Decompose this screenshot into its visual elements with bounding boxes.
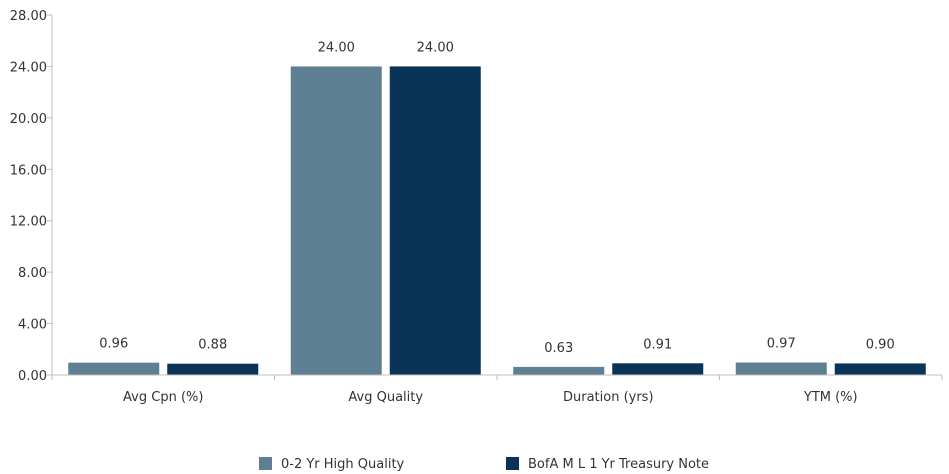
x-category-label: Duration (yrs) [563, 390, 654, 405]
data-label: 0.97 [767, 337, 796, 352]
y-tick-label: 0.00 [18, 369, 47, 384]
data-label: 24.00 [318, 40, 355, 55]
bar-fund [735, 362, 827, 375]
y-tick-label: 28.00 [10, 9, 47, 24]
data-label: 0.63 [544, 341, 573, 356]
legend-swatch [506, 457, 519, 470]
x-category-label: Avg Quality [348, 390, 423, 405]
y-tick-label: 8.00 [18, 266, 47, 281]
y-tick-label: 24.00 [10, 60, 47, 75]
x-axis: Avg Cpn (%) Avg Quality Duration (yrs) YTM … [51, 374, 943, 405]
x-category-label: Avg Cpn (%) [123, 390, 203, 405]
bar-fund [68, 362, 160, 375]
bar-fund [290, 66, 382, 375]
x-category-label: YTM (%) [803, 390, 858, 405]
legend: 0-2 Yr High Quality BofA M L 1 Yr Treasur… [259, 457, 709, 472]
y-tick-label: 16.00 [10, 163, 47, 178]
bar-benchmark [612, 363, 704, 375]
data-label: 0.91 [643, 337, 672, 352]
legend-label: BofA M L 1 Yr Treasury Note [528, 457, 709, 472]
data-label: 0.96 [99, 337, 128, 352]
bar-benchmark [834, 363, 926, 375]
data-label: 0.90 [866, 337, 895, 352]
bar-fund [513, 366, 605, 375]
data-labels: 0.96 0.88 24.00 24.00 0.63 0.91 0.97 0.90 [99, 40, 894, 355]
bars [68, 66, 926, 375]
y-tick-label: 12.00 [10, 215, 47, 230]
data-label: 24.00 [417, 40, 454, 55]
y-tick-label: 4.00 [18, 318, 47, 333]
y-tick-label: 20.00 [10, 112, 47, 127]
y-axis: 0.00 4.00 8.00 12.00 16.00 20.00 24.00 28.00 [10, 9, 53, 384]
data-label: 0.88 [198, 338, 227, 353]
legend-label: 0-2 Yr High Quality [281, 457, 405, 472]
bar-benchmark [389, 66, 481, 375]
legend-swatch [259, 457, 272, 470]
bar-benchmark [167, 363, 259, 375]
